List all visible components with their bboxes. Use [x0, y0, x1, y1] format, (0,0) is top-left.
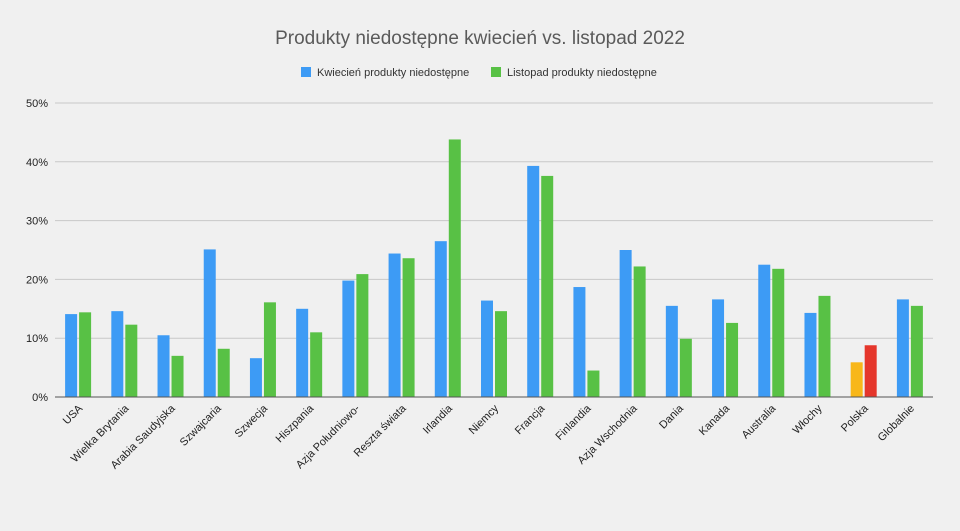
bar-listopad: [448, 139, 461, 397]
y-tick-label: 10%: [26, 333, 48, 345]
y-tick-label: 40%: [26, 157, 48, 169]
y-tick-label: 20%: [26, 274, 48, 286]
x-tick-label: Szwajcaria: [178, 402, 225, 449]
x-tick-label: Francja: [513, 402, 548, 437]
bar-kwiecien: [296, 308, 309, 397]
gridlines: [55, 102, 933, 339]
bar-listopad: [864, 345, 877, 397]
bar-listopad: [356, 274, 369, 397]
x-tick-label: Włochy: [791, 402, 825, 436]
bar-listopad: [171, 355, 184, 397]
x-tick-label: Szwecja: [233, 402, 271, 440]
legend-label-listopad: Listopad produkty niedostępne: [507, 67, 657, 79]
bar-listopad: [772, 268, 785, 397]
bar-kwiecien: [804, 312, 817, 397]
x-tick-label: Irlandia: [421, 402, 456, 437]
x-tick-label: Australia: [740, 402, 779, 441]
chart-title: Produkty niedostępne kwiecień vs. listop…: [275, 28, 685, 49]
bar-kwiecien: [665, 305, 678, 397]
bar-listopad: [263, 302, 276, 397]
x-tick-label: Dania: [657, 402, 686, 431]
x-tick-label: Globalnie: [876, 403, 917, 444]
x-tick-label: Polska: [839, 402, 871, 434]
x-tick-label: Kanada: [697, 402, 733, 438]
bar-kwiecien: [65, 314, 78, 397]
bar-listopad: [402, 258, 415, 397]
bar-listopad: [726, 322, 739, 397]
bar-kwiecien: [111, 311, 124, 397]
bar-listopad: [679, 338, 692, 397]
y-axis-ticks: 0% 10% 20% 30% 40% 50%: [26, 98, 48, 404]
bar-kwiecien: [712, 299, 725, 397]
x-tick-label: Hiszpania: [274, 402, 317, 445]
y-tick-label: 30%: [26, 216, 48, 228]
bar-listopad: [541, 175, 554, 397]
y-tick-label: 0%: [32, 392, 48, 404]
bar-kwiecien: [203, 249, 216, 397]
bar-kwiecien: [157, 335, 170, 397]
bar-listopad: [79, 312, 92, 397]
bar-listopad: [125, 324, 138, 397]
bar-kwiecien: [758, 264, 771, 397]
bar-listopad: [310, 332, 323, 397]
bar-kwiecien: [434, 241, 447, 397]
bars: [65, 139, 923, 397]
bar-kwiecien: [527, 165, 540, 397]
bar-listopad: [818, 295, 831, 397]
bar-kwiecien: [896, 299, 909, 397]
bar-kwiecien: [619, 250, 632, 397]
bar-kwiecien: [850, 362, 863, 397]
bar-kwiecien: [481, 300, 493, 397]
bar-listopad: [633, 266, 646, 397]
bar-kwiecien: [388, 253, 401, 397]
bar-listopad: [910, 305, 923, 397]
legend: Kwiecień produkty niedostępne Listopad p…: [301, 67, 657, 79]
bar-kwiecien: [573, 287, 586, 397]
x-tick-label: Finlandia: [553, 402, 594, 443]
bar-listopad: [587, 370, 600, 397]
legend-swatch-listopad: [491, 67, 501, 77]
legend-label-kwiecien: Kwiecień produkty niedostępne: [317, 67, 469, 79]
legend-swatch-kwiecien: [301, 67, 311, 77]
bar-listopad: [495, 311, 507, 397]
x-tick-label: USA: [61, 402, 86, 427]
y-tick-label: 50%: [26, 98, 48, 110]
bar-kwiecien: [249, 358, 262, 397]
bar-kwiecien: [342, 280, 355, 397]
bar-listopad: [217, 348, 230, 397]
x-tick-label: Niemcy: [467, 402, 502, 437]
